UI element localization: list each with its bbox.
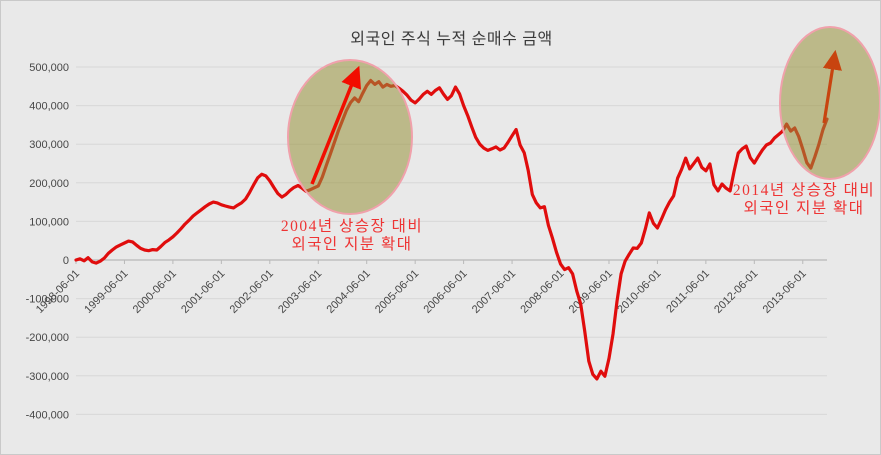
- highlight-ellipse-2004: [287, 59, 413, 215]
- x-axis-label: 2013-06-01: [761, 268, 809, 316]
- y-axis-label: 300,000: [29, 139, 69, 151]
- x-axis-label: 2005-06-01: [373, 268, 421, 316]
- x-axis-label: 2000-06-01: [131, 268, 179, 316]
- x-axis-label: 2002-06-01: [228, 268, 276, 316]
- up-arrow-2004: [310, 65, 361, 185]
- y-axis-label: 0: [63, 255, 69, 267]
- x-axis-label: 2006-06-01: [421, 268, 469, 316]
- annotation-2014-line1: 2014년 상승장 대비: [733, 181, 875, 199]
- x-axis-label: 2003-06-01: [276, 268, 324, 316]
- up-arrow-2014: [822, 49, 842, 124]
- axes-and-gridlines: 500,000 400,000 300,000 200,000 100,000 0 -100…: [26, 62, 827, 421]
- x-axis-label: 2001-06-01: [179, 268, 227, 316]
- x-axis-label: 1999-06-01: [82, 268, 130, 316]
- x-axis-label: 2008-06-01: [518, 268, 566, 316]
- data-series-line: [74, 78, 829, 381]
- x-axis-label: 1998-06-01: [34, 268, 82, 316]
- annotation-2004-line1: 2004년 상승장 대비: [281, 217, 423, 235]
- x-axis-label: 2011-06-01: [664, 268, 712, 316]
- y-axis-label: -100,000: [26, 294, 69, 306]
- y-axis-label: 200,000: [29, 178, 69, 190]
- x-axis-label: 2012-06-01: [712, 268, 760, 316]
- y-axis-label: 500,000: [29, 62, 69, 74]
- y-axis-label: -300,000: [26, 371, 69, 383]
- y-axis-label: 400,000: [29, 101, 69, 113]
- series-and-highlights: [74, 26, 880, 381]
- y-axis-label: -200,000: [26, 332, 69, 344]
- highlight-ellipse-2014: [779, 26, 880, 180]
- y-axis-label: 100,000: [29, 216, 69, 228]
- x-axis-label: 2004-06-01: [325, 268, 373, 316]
- y-axis-label: -400,000: [26, 409, 69, 421]
- chart-title: 외국인 주식 누적 순매수 금액: [350, 31, 553, 48]
- x-axis-label: 2007-06-01: [470, 268, 518, 316]
- annotation-2014-line2: 외국인 지분 확대: [743, 199, 864, 217]
- annotation-2004-line2: 외국인 지분 확대: [291, 235, 412, 253]
